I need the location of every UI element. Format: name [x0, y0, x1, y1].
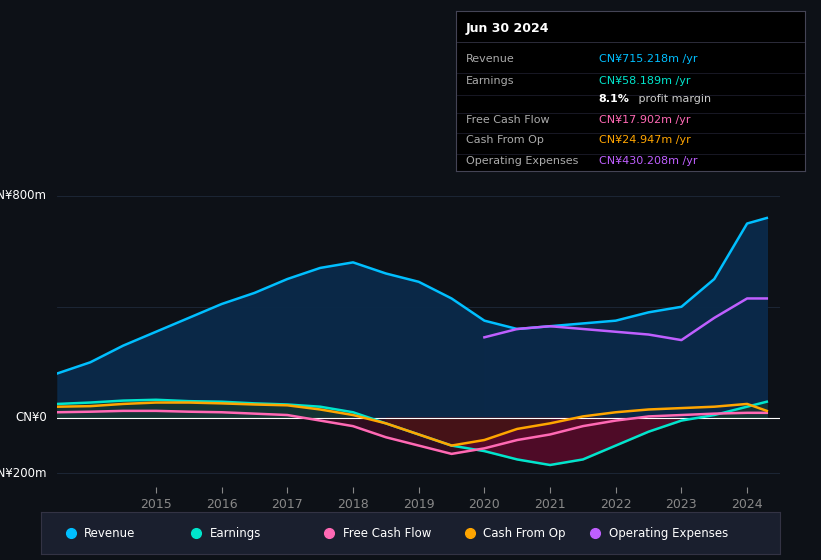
Text: Earnings: Earnings: [466, 76, 515, 86]
Text: -CN¥200m: -CN¥200m: [0, 467, 47, 480]
Text: Free Cash Flow: Free Cash Flow: [342, 527, 431, 540]
Text: profit margin: profit margin: [635, 94, 712, 104]
Text: Revenue: Revenue: [466, 54, 515, 64]
Text: Free Cash Flow: Free Cash Flow: [466, 115, 550, 125]
Text: 8.1%: 8.1%: [599, 94, 630, 104]
Text: Revenue: Revenue: [84, 527, 135, 540]
Text: CN¥430.208m /yr: CN¥430.208m /yr: [599, 156, 697, 166]
Text: CN¥58.189m /yr: CN¥58.189m /yr: [599, 76, 690, 86]
Text: Cash From Op: Cash From Op: [483, 527, 566, 540]
Text: CN¥24.947m /yr: CN¥24.947m /yr: [599, 136, 690, 146]
Text: CN¥715.218m /yr: CN¥715.218m /yr: [599, 54, 697, 64]
Text: Jun 30 2024: Jun 30 2024: [466, 22, 549, 35]
Text: Operating Expenses: Operating Expenses: [466, 156, 579, 166]
Text: CN¥17.902m /yr: CN¥17.902m /yr: [599, 115, 690, 125]
Text: CN¥800m: CN¥800m: [0, 189, 47, 202]
Text: Operating Expenses: Operating Expenses: [608, 527, 727, 540]
Text: Cash From Op: Cash From Op: [466, 136, 544, 146]
Text: Earnings: Earnings: [209, 527, 261, 540]
Text: CN¥0: CN¥0: [15, 411, 47, 424]
